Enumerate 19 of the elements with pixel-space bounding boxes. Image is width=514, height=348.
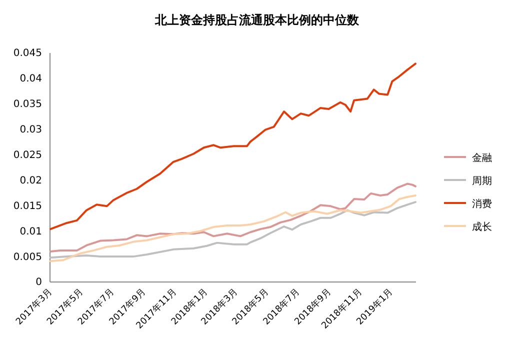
y-tick-label: 0.015 xyxy=(13,200,42,212)
line-series xyxy=(50,194,416,262)
y-tick-label: 0.005 xyxy=(13,252,42,263)
y-tick-label: 0.035 xyxy=(13,99,42,110)
line-series xyxy=(50,182,416,252)
legend-label: 金融 xyxy=(472,152,492,164)
y-tick-label: 0.03 xyxy=(20,124,42,136)
legend-label: 成长 xyxy=(472,221,492,233)
y-tick-label: 0.045 xyxy=(13,48,42,60)
y-tick-label: 0.04 xyxy=(20,74,42,85)
legend-label: 周期 xyxy=(472,175,492,187)
line-series xyxy=(50,201,416,259)
y-tick-label: 0.01 xyxy=(20,226,42,238)
line-series xyxy=(50,62,416,230)
chart-title: 北上资金持股占流通股本比例的中位数 xyxy=(154,13,360,27)
y-tick-label: 0.025 xyxy=(13,150,42,161)
y-tick-label: 0 xyxy=(36,277,42,288)
legend-label: 消费 xyxy=(472,198,492,210)
y-tick-label: 0.02 xyxy=(20,175,42,186)
